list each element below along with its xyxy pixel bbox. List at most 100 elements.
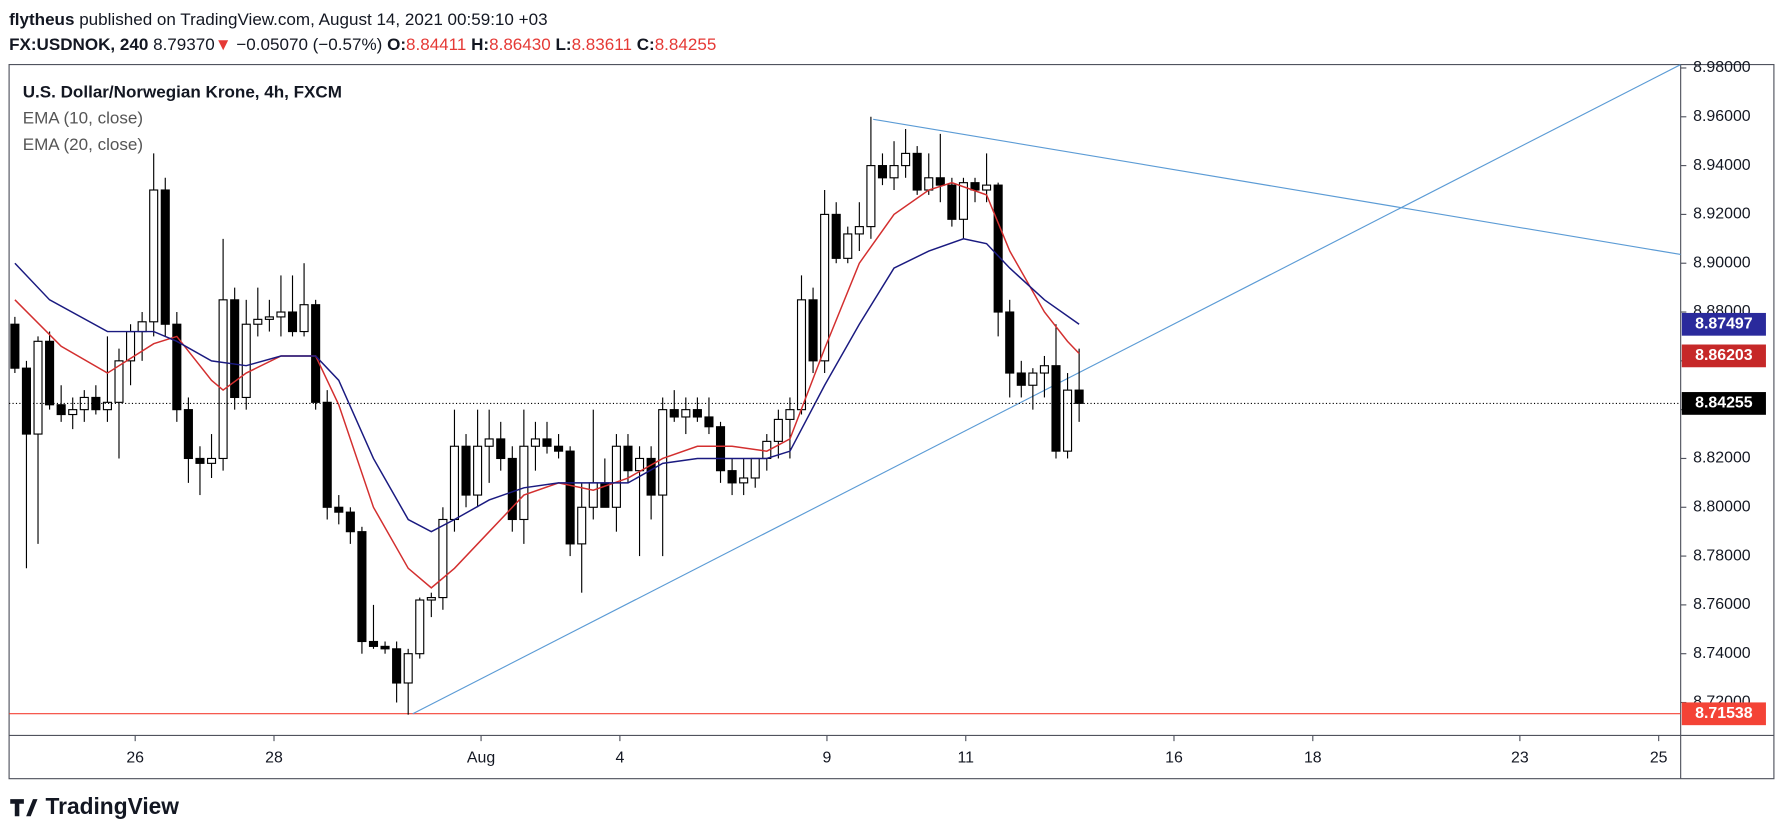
x-tick-label: 28 [265, 749, 283, 766]
candle-body [264, 316, 274, 320]
candle-body [368, 640, 379, 647]
candle-body [45, 340, 55, 406]
x-tick-label: 9 [823, 749, 832, 766]
candle-body [808, 299, 818, 362]
candle-body [345, 511, 355, 533]
candle-body [727, 470, 737, 484]
candle-body [750, 457, 760, 479]
candle-body [958, 182, 968, 220]
ema-line [14, 238, 1080, 533]
candle-body [530, 438, 540, 447]
y-tick-label: 8.90000 [1693, 254, 1751, 271]
candle-body [912, 152, 922, 191]
candle-body [287, 311, 298, 333]
c-label: C: [637, 35, 655, 54]
candle-body [970, 182, 980, 191]
candle-body [33, 340, 43, 435]
candle-body [982, 184, 992, 191]
candle-body [311, 304, 321, 403]
change: −0.05070 (−0.57%) [236, 35, 382, 54]
y-tick-label: 8.78000 [1693, 547, 1751, 564]
candle-body [496, 438, 506, 460]
candle-body [924, 177, 934, 191]
footer-brand: TradingView [45, 793, 179, 819]
candle-body [611, 445, 621, 508]
x-tick-label: 16 [1165, 749, 1183, 766]
candle-body [1005, 311, 1015, 374]
y-tick-label: 8.74000 [1693, 645, 1751, 662]
legend-entry: EMA (10, close) [23, 109, 143, 128]
candle-body [831, 213, 841, 259]
author: flytheus [9, 10, 74, 29]
o-value: 8.84411 [406, 35, 466, 54]
candle-body [785, 409, 795, 420]
l-value: 8.83611 [572, 35, 632, 54]
candle-body [634, 457, 645, 472]
candle-body [241, 323, 251, 399]
candle-body [681, 409, 691, 418]
candle-body [230, 299, 240, 399]
logo-icon [10, 799, 38, 817]
candle-body [739, 477, 749, 484]
h-value: 8.86430 [489, 35, 551, 54]
candle-body [820, 213, 830, 362]
l-label: L: [555, 35, 571, 54]
candle-body [56, 404, 66, 416]
y-tick-label: 8.76000 [1693, 596, 1751, 613]
candle-body [854, 226, 864, 235]
candle-body [889, 165, 899, 179]
candle-body [715, 426, 726, 472]
candle-body [102, 401, 112, 411]
price-label-bg [1681, 702, 1766, 726]
candle-body [403, 653, 413, 684]
candle-body [276, 311, 286, 318]
y-tick-label: 8.92000 [1693, 206, 1751, 223]
price-label: 8.84255 [1695, 395, 1753, 412]
x-tick-label: 18 [1304, 749, 1322, 766]
price-label-bg [1681, 392, 1766, 415]
candle-body [947, 184, 957, 220]
candle-body [901, 152, 911, 167]
candle-body [623, 445, 633, 472]
candle-body [160, 189, 170, 325]
candle-body [1063, 389, 1073, 452]
symbol: FX:USDNOK, 240 [9, 35, 148, 54]
chart-frame [8, 63, 1775, 780]
candle-body [1051, 365, 1061, 452]
candle-body [322, 401, 332, 508]
candle-body [588, 482, 598, 508]
candle-body [172, 323, 182, 411]
x-tick-label: 25 [1650, 749, 1668, 766]
x-tick-label: 26 [126, 749, 144, 766]
candle-body [218, 299, 228, 460]
price-label: 8.87497 [1695, 316, 1753, 333]
candle-body [692, 409, 702, 418]
candle-body [519, 445, 529, 521]
candle-body [565, 450, 575, 545]
candle-body [206, 457, 217, 464]
trend-line [873, 118, 1681, 256]
candle-body [507, 457, 517, 521]
candle-body [21, 367, 31, 435]
candle-body [114, 360, 124, 403]
c-value: 8.84255 [655, 35, 717, 54]
plot-area [9, 64, 1681, 715]
candle-body [704, 416, 714, 428]
x-tick-label: 23 [1511, 749, 1529, 766]
footer-logo: TradingView [10, 793, 179, 819]
candle-body [380, 645, 390, 650]
legend-entry: U.S. Dollar/Norwegian Krone, 4h, FXCM [23, 82, 342, 101]
candle-body [843, 233, 853, 259]
published: published on TradingView.com, August 14,… [74, 10, 547, 29]
candle-body [1016, 372, 1026, 386]
candle-body [253, 318, 263, 325]
candle-body [877, 165, 888, 179]
price-label-bg [1681, 344, 1766, 368]
o-label: O: [387, 35, 406, 54]
arrow: ▼ [215, 35, 232, 54]
candle-body [183, 409, 193, 460]
header-line-2: FX:USDNOK, 240 8.79370▼ −0.05070 (−0.57%… [9, 35, 716, 54]
candle-body [68, 409, 78, 416]
candle-body [461, 445, 471, 496]
